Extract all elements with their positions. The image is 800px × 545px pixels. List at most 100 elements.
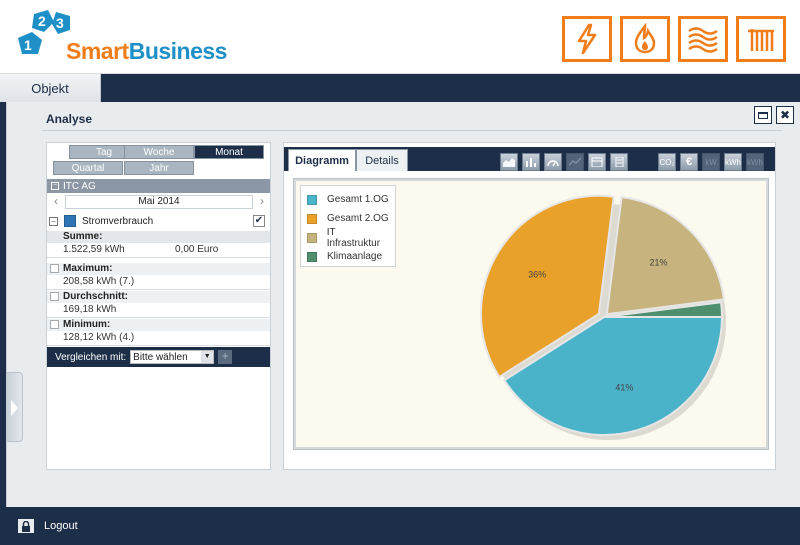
compare-selected-value: Bitte wählen xyxy=(133,352,188,363)
tab-objekt[interactable]: Objekt xyxy=(0,74,101,102)
slice-gesamt-1og[interactable] xyxy=(502,316,724,436)
close-panel-button[interactable]: ✖ xyxy=(776,106,794,124)
sum-euro: 0,00 Euro xyxy=(175,244,219,255)
period-quartal-button[interactable]: Quartal xyxy=(53,161,123,175)
legend-label: Gesamt 2.OG xyxy=(327,213,389,224)
sum-label: Summe: xyxy=(47,231,270,243)
legend-item-gesamt-2og[interactable]: Gesamt 2.OG xyxy=(307,209,389,228)
analyse-panel: Analyse ✖ xyxy=(30,102,800,507)
chart-legend: Gesamt 1.OG Gesamt 2.OG IT Infrastruktur… xyxy=(300,185,396,267)
minimum-checkbox[interactable] xyxy=(50,320,59,329)
slice-klimaanlage[interactable] xyxy=(603,301,724,318)
period-monat-button[interactable]: Monat xyxy=(194,145,264,159)
app-footer: Logout xyxy=(0,507,800,545)
chart-toolbar: Diagramm Details CO₂ € kW kWh kWh xyxy=(284,147,775,171)
sum-values: 1.522,59 kWh 0,00 Euro xyxy=(47,243,270,257)
legend-swatch xyxy=(307,194,317,205)
maximum-value: 208,58 kWh (7.) xyxy=(63,276,135,287)
line-chart-icon[interactable] xyxy=(566,153,584,171)
chevron-down-icon: ▼ xyxy=(201,351,214,363)
minimum-label: Minimum: xyxy=(63,319,111,330)
energy-color-swatch[interactable] xyxy=(64,215,76,227)
pie-chart-svg: 41% 36% 21% xyxy=(480,194,726,440)
bar-chart-icon[interactable] xyxy=(522,153,540,171)
kwh-unit-button[interactable]: kWh xyxy=(724,153,742,171)
logo-digit-3: 3 xyxy=(56,15,64,31)
brand-name-smart: Smart xyxy=(66,38,129,64)
legend-swatch xyxy=(307,251,317,262)
radiator-icon[interactable] xyxy=(736,16,786,62)
average-label: Durchschnitt: xyxy=(63,291,128,302)
maximum-header: Maximum: xyxy=(47,263,270,275)
restore-icon xyxy=(758,111,768,119)
period-woche-button[interactable]: Woche xyxy=(124,145,194,159)
co2-unit-button[interactable]: CO₂ xyxy=(658,153,676,171)
kwh-alt-unit-button[interactable]: kWh xyxy=(746,153,764,171)
legend-item-it-infrastruktur[interactable]: IT Infrastruktur xyxy=(307,226,389,249)
kw-unit-button[interactable]: kW xyxy=(702,153,720,171)
area-chart-icon[interactable] xyxy=(500,153,518,171)
next-month-button[interactable]: › xyxy=(260,194,264,208)
logo-digit-2: 2 xyxy=(38,13,46,29)
slice-data-label: 36% xyxy=(528,270,546,280)
lock-icon xyxy=(18,519,34,533)
period-jahr-button[interactable]: Jahr xyxy=(124,161,194,175)
heating-waves-icon[interactable] xyxy=(678,16,728,62)
object-group-name: ITC AG xyxy=(63,180,96,192)
calendar-icon[interactable] xyxy=(588,153,606,171)
energy-type-checkbox[interactable]: ✔ xyxy=(253,215,265,227)
logo-digit-1: 1 xyxy=(24,37,32,53)
month-navigator: ‹ Mai 2014 › xyxy=(49,195,269,209)
logout-label: Logout xyxy=(44,520,78,532)
app-header: 2 3 1 SmartBusiness xyxy=(0,0,800,74)
slice-data-label: 41% xyxy=(615,382,633,392)
collapse-icon: − xyxy=(51,182,59,190)
gas-flame-icon[interactable] xyxy=(620,16,670,62)
main-nav: Objekt xyxy=(0,74,800,102)
energy-type-label: Stromverbrauch xyxy=(82,215,154,227)
minimum-value: 128,12 kWh (4.) xyxy=(63,332,135,343)
tab-diagramm[interactable]: Diagramm xyxy=(288,149,356,171)
object-group-header[interactable]: − ITC AG xyxy=(47,179,270,193)
minimum-header: Minimum: xyxy=(47,319,270,331)
slice-data-label: 21% xyxy=(650,257,668,267)
euro-unit-button[interactable]: € xyxy=(680,153,698,171)
legend-swatch xyxy=(307,213,317,224)
compare-label: Vergleichen mit: xyxy=(55,351,127,363)
compare-bar: Vergleichen mit: Bitte wählen ▼ + xyxy=(47,347,270,367)
maximum-stat: Maximum: 208,58 kWh (7.) xyxy=(47,263,270,290)
tab-details[interactable]: Details xyxy=(356,149,408,171)
slice-gesamt-2og[interactable] xyxy=(480,194,615,379)
maximum-checkbox[interactable] xyxy=(50,264,59,273)
legend-item-gesamt-1og[interactable]: Gesamt 1.OG xyxy=(307,190,389,209)
collapse-icon[interactable]: − xyxy=(49,216,58,226)
legend-label: Klimaanlage xyxy=(327,251,383,262)
analysis-filter-panel: Tag Woche Monat Quartal Jahr − ITC AG ‹ … xyxy=(46,142,271,470)
sum-stat: Summe: 1.522,59 kWh 0,00 Euro xyxy=(47,231,270,258)
utility-selector xyxy=(562,16,786,62)
pie-chart: 41% 36% 21% Gesamt 1.OG Gesamt 2.OG IT Inf… xyxy=(294,179,768,449)
sum-kwh: 1.522,59 kWh xyxy=(63,244,125,255)
average-stat: Durchschnitt: 169,18 kWh xyxy=(47,291,270,318)
maximum-label: Maximum: xyxy=(63,263,113,274)
legend-label: Gesamt 1.OG xyxy=(327,194,389,205)
sidebar-expand-handle[interactable] xyxy=(7,372,23,442)
prev-month-button[interactable]: ‹ xyxy=(54,194,58,208)
legend-swatch xyxy=(307,232,317,243)
restore-window-button[interactable] xyxy=(754,106,772,124)
minimum-stat: Minimum: 128,12 kWh (4.) xyxy=(47,319,270,346)
legend-label: IT Infrastruktur xyxy=(326,226,381,249)
electricity-icon[interactable] xyxy=(562,16,612,62)
brand-name: SmartBusiness xyxy=(66,38,227,65)
legend-item-klimaanlage[interactable]: Klimaanlage xyxy=(307,247,389,266)
document-icon[interactable] xyxy=(610,153,628,171)
add-comparison-button[interactable]: + xyxy=(218,350,233,364)
compare-select[interactable]: Bitte wählen ▼ xyxy=(130,350,215,364)
logout-button[interactable]: Logout xyxy=(18,519,78,533)
panel-title: Analyse xyxy=(46,112,93,126)
brand-name-business: Business xyxy=(128,38,228,64)
slice-it-infrastruktur[interactable] xyxy=(605,195,726,316)
panel-divider xyxy=(42,130,782,131)
average-checkbox[interactable] xyxy=(50,292,59,301)
gauge-icon[interactable] xyxy=(544,153,562,171)
